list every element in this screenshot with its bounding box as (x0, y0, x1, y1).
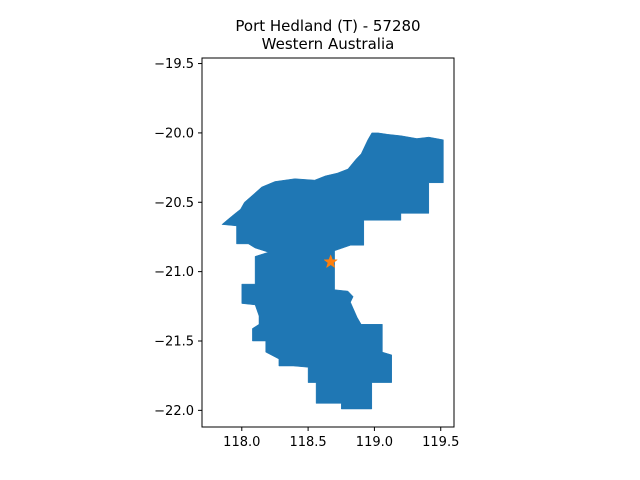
location-star-marker (323, 254, 338, 269)
x-axis: 118.0 118.5 119.0 119.5 (223, 427, 459, 450)
y-axis: −19.5 −20.0 −20.5 −21.0 −21.5 −22.0 (154, 57, 202, 419)
x-tick-label: 119.5 (422, 435, 459, 450)
y-tick-label: −19.5 (154, 57, 194, 72)
axes-frame (201, 57, 455, 428)
title-line-2: Western Australia (262, 35, 395, 53)
y-tick-label: −20.5 (154, 196, 194, 211)
region-layer (221, 132, 444, 410)
y-tick-label: −21.5 (154, 334, 194, 349)
region-polygon (221, 132, 444, 410)
title-line-1: Port Hedland (T) - 57280 (235, 17, 420, 35)
x-tick-label: 119.0 (356, 435, 393, 450)
y-tick-label: −22.0 (154, 404, 194, 419)
y-tick-label: −21.0 (154, 265, 194, 280)
x-tick-label: 118.0 (223, 435, 260, 450)
x-tick-label: 118.5 (289, 435, 326, 450)
marker-layer (323, 254, 338, 269)
y-tick-label: −20.0 (154, 126, 194, 141)
